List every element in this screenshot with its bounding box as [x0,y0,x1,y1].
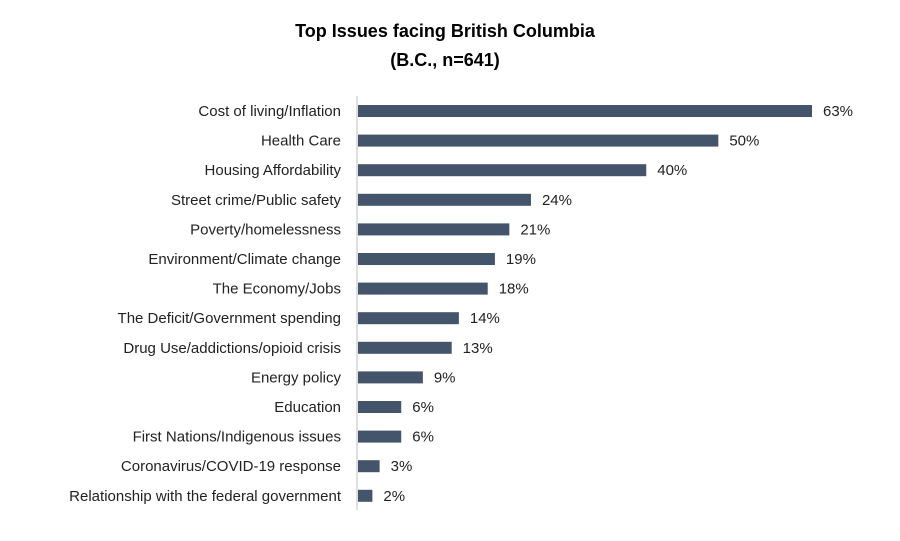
bar-5 [358,253,495,265]
value-label-11: 6% [412,429,434,446]
category-label-8: Drug Use/addictions/opioid crisis [123,340,341,357]
category-label-9: Energy policy [251,369,342,386]
bar-1 [358,134,719,147]
value-label-0: 63% [823,103,853,120]
value-label-12: 3% [391,458,413,475]
value-label-2: 40% [657,162,687,179]
category-label-2: Housing Affordability [205,162,342,179]
value-label-4: 21% [520,221,550,238]
category-label-1: Health Care [261,133,341,150]
value-labels-group: 63%50%40%24%21%19%18%14%13%9%6%6%3%2% [383,103,853,505]
category-label-4: Poverty/homelessness [190,221,341,238]
chart-title: Top Issues facing British Columbia [295,21,596,41]
value-label-7: 14% [470,310,500,327]
value-label-13: 2% [383,488,405,505]
value-label-10: 6% [412,399,434,416]
value-label-9: 9% [434,369,456,386]
bar-9 [358,371,423,384]
value-label-1: 50% [729,133,759,150]
bars-group [358,105,812,502]
chart-subtitle: (B.C., n=641) [390,50,500,70]
category-label-6: The Economy/Jobs [213,281,341,298]
bar-13 [358,489,373,502]
category-label-12: Coronavirus/COVID-19 response [121,458,341,475]
bar-4 [358,223,510,236]
category-label-3: Street crime/Public safety [171,192,342,209]
value-label-5: 19% [506,251,536,268]
bar-6 [358,282,488,295]
bar-2 [358,164,647,177]
bar-10 [358,401,402,413]
category-label-5: Environment/Climate change [148,251,341,268]
bar-3 [358,193,531,206]
bar-8 [358,341,452,354]
value-label-3: 24% [542,192,572,209]
category-labels-group: Cost of living/Inflation Health Care Housi… [69,103,342,505]
category-label-13: Relationship with the federal government [69,488,342,505]
category-label-7: The Deficit/Government spending [118,310,341,327]
value-label-6: 18% [499,281,529,298]
bar-11 [358,430,402,443]
category-label-0: Cost of living/Inflation [198,103,341,120]
bar-12 [358,460,380,473]
bar-7 [358,312,459,325]
category-label-10: Education [274,399,341,416]
value-label-8: 13% [463,340,493,357]
category-label-11: First Nations/Indigenous issues [133,429,341,446]
bar-0 [358,105,812,117]
